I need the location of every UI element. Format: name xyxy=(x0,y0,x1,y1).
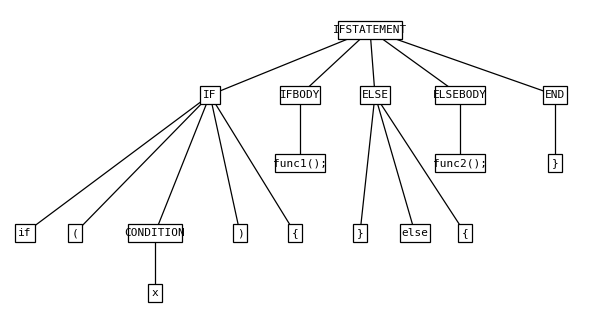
Bar xyxy=(288,224,303,242)
Bar xyxy=(400,224,430,242)
Text: {: { xyxy=(462,228,469,238)
Bar xyxy=(15,224,35,242)
Text: IFBODY: IFBODY xyxy=(280,90,320,100)
Text: func1();: func1(); xyxy=(273,158,327,168)
Text: if: if xyxy=(18,228,32,238)
Text: x: x xyxy=(152,288,159,298)
Text: IFSTATEMENT: IFSTATEMENT xyxy=(333,25,407,35)
Bar xyxy=(280,86,320,104)
Bar xyxy=(435,86,485,104)
Bar xyxy=(548,154,562,172)
Bar xyxy=(148,284,162,302)
Bar xyxy=(128,224,182,242)
Bar xyxy=(338,21,402,39)
Bar xyxy=(543,86,567,104)
Text: else: else xyxy=(402,228,429,238)
Bar xyxy=(200,86,220,104)
Text: func2();: func2(); xyxy=(433,158,487,168)
Bar xyxy=(276,154,325,172)
Text: IF: IF xyxy=(203,90,216,100)
Bar xyxy=(68,224,82,242)
Text: {: { xyxy=(292,228,298,238)
Text: ELSE: ELSE xyxy=(362,90,389,100)
Text: ): ) xyxy=(237,228,244,238)
Text: CONDITION: CONDITION xyxy=(125,228,185,238)
Text: (: ( xyxy=(71,228,78,238)
Bar xyxy=(353,224,367,242)
Bar xyxy=(232,224,247,242)
Bar xyxy=(458,224,472,242)
Text: END: END xyxy=(545,90,565,100)
Bar xyxy=(360,86,390,104)
Text: }: } xyxy=(357,228,363,238)
Text: }: } xyxy=(552,158,558,168)
Text: ELSEBODY: ELSEBODY xyxy=(433,90,487,100)
Bar xyxy=(435,154,485,172)
